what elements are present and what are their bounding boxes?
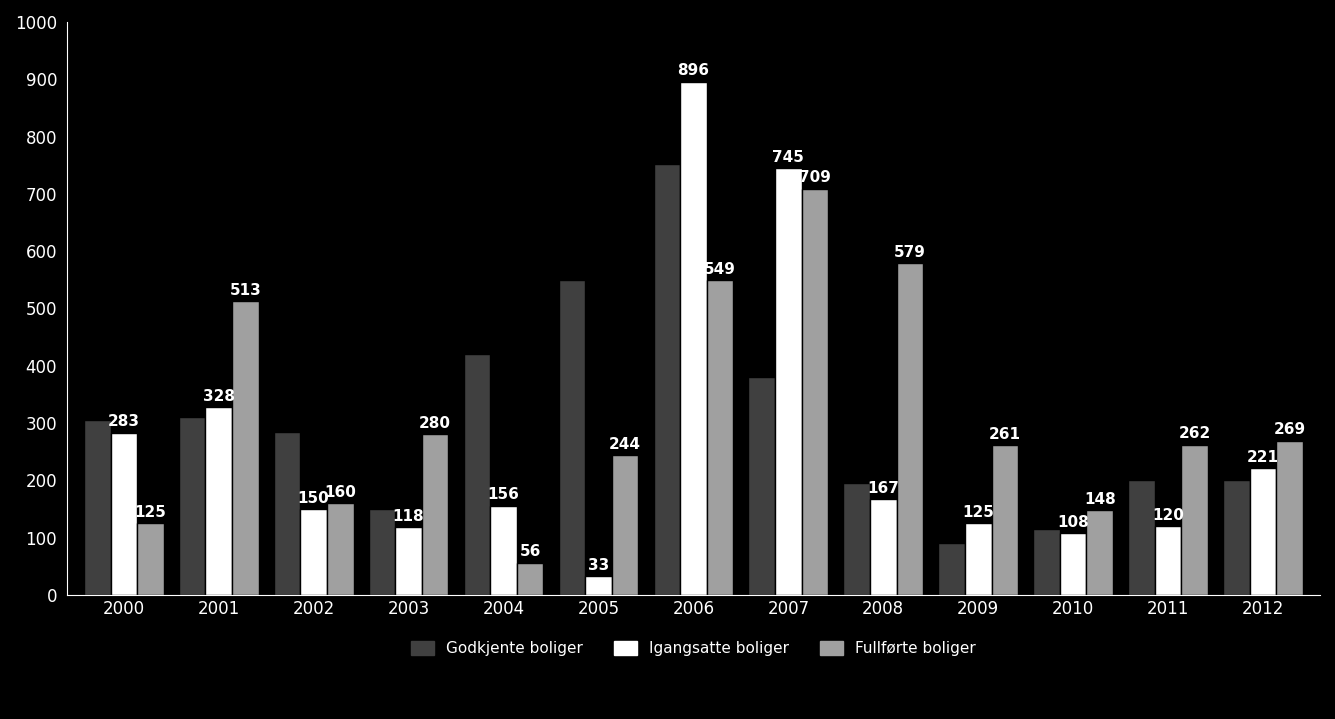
- Bar: [939, 544, 965, 595]
- Text: 244: 244: [609, 436, 641, 452]
- Bar: [517, 563, 543, 595]
- Bar: [706, 280, 733, 595]
- Bar: [1250, 468, 1276, 595]
- Bar: [776, 168, 801, 595]
- Text: 167: 167: [868, 481, 900, 496]
- Bar: [654, 164, 680, 595]
- Text: 221: 221: [1247, 450, 1279, 464]
- Text: 125: 125: [135, 505, 167, 520]
- Bar: [965, 523, 992, 595]
- Bar: [844, 483, 870, 595]
- Text: 150: 150: [298, 490, 330, 505]
- Text: 120: 120: [1152, 508, 1184, 523]
- Bar: [1276, 441, 1303, 595]
- Text: 280: 280: [419, 416, 451, 431]
- Bar: [585, 576, 611, 595]
- Bar: [1087, 510, 1113, 595]
- Bar: [749, 377, 776, 595]
- Text: 262: 262: [1179, 426, 1211, 441]
- Text: 160: 160: [324, 485, 356, 500]
- Text: 261: 261: [989, 427, 1021, 442]
- Text: 56: 56: [519, 544, 541, 559]
- Bar: [463, 354, 490, 595]
- Text: 549: 549: [704, 262, 736, 277]
- Bar: [327, 503, 354, 595]
- Bar: [870, 499, 897, 595]
- Text: 148: 148: [1084, 492, 1116, 507]
- Bar: [232, 301, 259, 595]
- Text: 709: 709: [800, 170, 830, 186]
- Bar: [395, 527, 422, 595]
- Bar: [206, 407, 232, 595]
- Bar: [897, 263, 924, 595]
- Bar: [179, 417, 206, 595]
- Bar: [1060, 533, 1087, 595]
- Bar: [300, 509, 327, 595]
- Text: 118: 118: [392, 509, 425, 524]
- Bar: [1128, 480, 1155, 595]
- Text: 328: 328: [203, 388, 235, 403]
- Bar: [1155, 526, 1181, 595]
- Bar: [274, 431, 300, 595]
- Text: 745: 745: [773, 150, 804, 165]
- Text: 513: 513: [230, 283, 262, 298]
- Bar: [1223, 480, 1250, 595]
- Legend: Godkjente boliger, Igangsatte boliger, Fullførte boliger: Godkjente boliger, Igangsatte boliger, F…: [411, 641, 976, 656]
- Text: 108: 108: [1057, 515, 1089, 530]
- Text: 896: 896: [677, 63, 709, 78]
- Bar: [368, 509, 395, 595]
- Text: 156: 156: [487, 487, 519, 502]
- Text: 579: 579: [894, 244, 925, 260]
- Bar: [111, 433, 138, 595]
- Bar: [801, 188, 828, 595]
- Text: 125: 125: [963, 505, 995, 520]
- Bar: [1033, 529, 1060, 595]
- Bar: [680, 81, 706, 595]
- Bar: [84, 420, 111, 595]
- Bar: [138, 523, 164, 595]
- Bar: [611, 455, 638, 595]
- Text: 283: 283: [108, 414, 140, 429]
- Text: 33: 33: [587, 557, 609, 572]
- Bar: [558, 280, 585, 595]
- Bar: [992, 445, 1019, 595]
- Text: 269: 269: [1274, 422, 1306, 437]
- Bar: [1181, 445, 1208, 595]
- Bar: [490, 505, 517, 595]
- Bar: [422, 434, 449, 595]
